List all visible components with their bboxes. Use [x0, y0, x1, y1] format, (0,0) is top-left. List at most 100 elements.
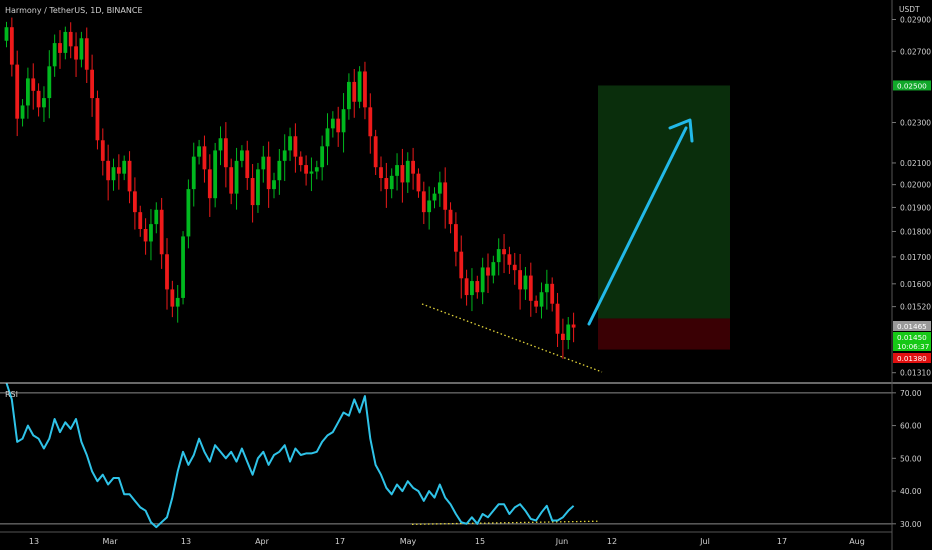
candle-body: [218, 138, 223, 151]
candle: [138, 205, 143, 237]
candle-body: [15, 64, 20, 119]
rsi-axis[interactable]: 70.00 60.00 50.00 40.00 30.00: [892, 389, 922, 529]
candle-body: [154, 209, 159, 225]
candle-body: [443, 182, 448, 210]
price-label-text: 0.01465: [897, 322, 927, 331]
candle: [448, 202, 453, 234]
candle: [47, 50, 52, 119]
price-tick-label: 0.02900: [900, 15, 931, 24]
rsi-series-line: [5, 382, 575, 529]
candle: [218, 126, 223, 166]
candle-body: [400, 165, 405, 183]
candle-body: [79, 38, 84, 60]
candle-body: [347, 81, 351, 110]
time-tick-label: Jul: [699, 537, 710, 546]
candle: [341, 93, 346, 153]
candle: [347, 73, 351, 120]
position-zones[interactable]: [598, 85, 730, 350]
candle-body: [261, 156, 266, 170]
candle-body: [197, 146, 201, 157]
rsi-tick-label: 50.00: [900, 454, 922, 463]
candle-body: [111, 167, 116, 181]
price-label-text: 0.02500: [897, 81, 927, 90]
time-tick-label: Apr: [255, 537, 270, 546]
price-trendline[interactable]: [421, 303, 603, 373]
candle: [496, 238, 501, 276]
candle-body: [502, 249, 506, 255]
candle: [405, 152, 410, 193]
candle-body: [250, 178, 255, 206]
candle: [437, 171, 442, 207]
drawing-overlays[interactable]: [411, 118, 694, 525]
candle-body: [122, 160, 127, 174]
time-axis[interactable]: 13 Mar 13 Apr 17 May 15 Jun 12 Jul 17 Aug: [29, 537, 865, 546]
candle: [336, 106, 341, 147]
rsi-trendline[interactable]: [411, 520, 601, 525]
candle-body: [448, 209, 453, 225]
candle-body: [4, 27, 9, 41]
candle-body: [384, 178, 389, 190]
time-tick-label: May: [400, 537, 417, 546]
candle: [411, 147, 415, 190]
candle: [84, 27, 89, 84]
candle-body: [272, 180, 276, 190]
candle: [534, 295, 539, 314]
candle-body: [42, 98, 46, 108]
price-label-box: [893, 321, 931, 331]
candle: [491, 255, 496, 284]
forecast-arrow[interactable]: [587, 126, 688, 326]
candle-body: [437, 182, 442, 194]
time-tick-label: Mar: [102, 537, 118, 546]
candle-body: [336, 118, 341, 133]
candle-body: [368, 107, 373, 137]
candle: [266, 141, 271, 208]
price-axis[interactable]: 0.02900 0.02700 0.02300 0.02100 0.02000 0.019…: [892, 15, 931, 378]
candle: [90, 54, 94, 117]
price-tick-label: 0.01800: [900, 227, 931, 236]
candle-body: [207, 169, 212, 199]
candle: [320, 135, 325, 181]
rsi-line: [5, 382, 575, 529]
candle: [95, 90, 100, 150]
candle: [223, 122, 228, 188]
candle-body: [496, 249, 501, 263]
candle: [68, 22, 73, 59]
candle-body: [486, 267, 490, 276]
target-zone[interactable]: [598, 85, 730, 319]
candle-body: [432, 193, 437, 201]
candle-body: [106, 160, 111, 181]
candle-body: [186, 189, 191, 237]
currency-label: USDT: [899, 5, 920, 14]
candle-body: [309, 171, 314, 174]
candle-body: [9, 27, 14, 65]
time-tick-label: 13: [181, 537, 191, 546]
candle-body: [379, 167, 383, 179]
price-tick-label: 0.01700: [900, 253, 931, 262]
candle: [250, 164, 255, 223]
candle: [116, 154, 121, 190]
candle-body: [298, 156, 303, 166]
candle: [191, 142, 196, 207]
candle-body: [454, 224, 458, 252]
candle: [256, 162, 260, 213]
candle-body: [282, 150, 287, 161]
candle: [459, 235, 464, 299]
candle-body: [330, 118, 335, 129]
candle-body: [363, 71, 367, 108]
candle-body: [223, 138, 228, 168]
candle: [127, 151, 132, 204]
candle-body: [507, 254, 512, 265]
forecast-arrow-head[interactable]: [668, 118, 694, 143]
candle-body: [427, 200, 432, 213]
candle: [133, 177, 137, 230]
stop-zone[interactable]: [598, 318, 730, 350]
candle-body: [84, 38, 89, 70]
candle: [202, 135, 207, 183]
candle-body: [191, 156, 196, 190]
candle: [149, 209, 153, 261]
candle-body: [470, 281, 474, 296]
price-tick-label: 0.02300: [900, 119, 931, 128]
candle-body: [234, 160, 239, 194]
candle: [298, 151, 303, 172]
